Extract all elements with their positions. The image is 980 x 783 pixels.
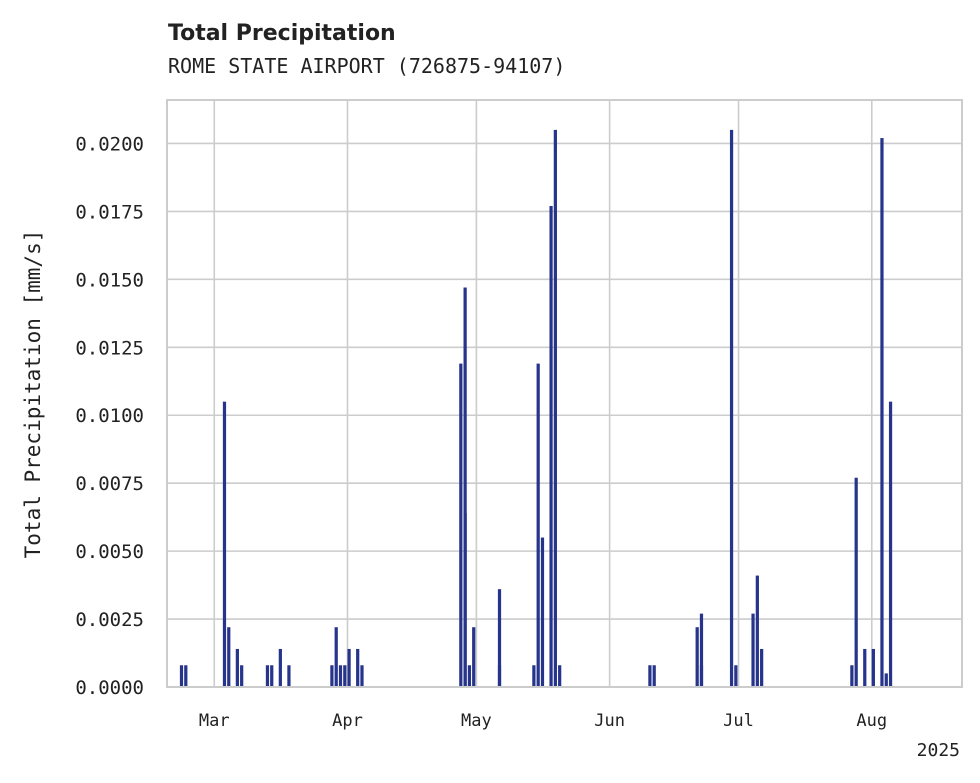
precip-bar	[729, 129, 734, 687]
x-tick-label: Apr	[332, 711, 363, 731]
precip-bar	[850, 665, 854, 687]
precip-bar	[695, 627, 699, 687]
y-tick-label: 0.0025	[75, 609, 144, 631]
chart-title: Total Precipitation	[168, 21, 396, 46]
precip-bar	[179, 665, 184, 687]
x-tick-label: Jun	[594, 711, 625, 731]
precip-bar	[699, 613, 704, 687]
precip-bar	[699, 665, 704, 687]
precip-bar	[532, 665, 536, 687]
precip-bar	[338, 665, 343, 687]
y-axis-ticks: 0.0000 0.0025 0.0050 0.0075 0.0100 0.0125 0.01…	[75, 133, 144, 699]
precip-bar	[553, 129, 557, 687]
precip-bar	[347, 648, 351, 687]
precip-bar	[222, 401, 227, 687]
precip-bar	[760, 648, 764, 687]
precip-bar	[854, 477, 858, 687]
precip-bar	[467, 665, 472, 687]
precip-bar	[356, 648, 360, 687]
precip-bar	[343, 665, 347, 687]
precip-bar	[549, 205, 553, 687]
precip-bar	[472, 627, 476, 687]
y-tick-label: 0.0100	[75, 405, 144, 427]
precip-bar	[536, 363, 540, 687]
y-tick-label: 0.0075	[75, 473, 144, 495]
precip-bar	[184, 665, 188, 687]
y-tick-label: 0.0175	[75, 201, 144, 223]
grid	[167, 100, 962, 688]
precip-bar	[227, 627, 231, 687]
precip-bar	[648, 665, 652, 687]
y-axis-label: Total Precipitation [mm/s]	[21, 230, 45, 559]
precip-bar	[540, 537, 545, 687]
precip-bar	[287, 665, 291, 687]
precip-bar	[330, 665, 334, 687]
precip-bar	[884, 673, 888, 687]
precip-bar	[558, 665, 562, 687]
plot-frame	[166, 99, 963, 688]
precip-bar	[334, 627, 338, 687]
precip-bar	[652, 665, 656, 687]
x-axis-ticks: Mar Apr May Jun Jul Aug	[199, 711, 887, 731]
y-tick-label: 0.0200	[75, 133, 144, 155]
x-axis-year-label: 2025	[917, 740, 960, 761]
y-tick-label: 0.0125	[75, 337, 144, 359]
x-tick-label: Mar	[199, 711, 230, 731]
precip-bar	[734, 665, 738, 687]
precip-bar	[755, 575, 759, 687]
bars	[179, 129, 893, 688]
precip-bar	[497, 589, 502, 687]
y-tick-label: 0.0050	[75, 541, 144, 563]
precip-bar	[265, 665, 270, 687]
x-tick-label: May	[461, 711, 492, 731]
precip-bar	[463, 513, 467, 687]
precip-bar	[240, 665, 244, 687]
precip-bar	[497, 665, 502, 687]
precip-bar	[459, 363, 463, 687]
y-tick-label: 0.0150	[75, 269, 144, 291]
precip-bar	[863, 648, 867, 687]
precip-bar	[880, 138, 884, 688]
precip-bar	[888, 401, 893, 687]
precip-bar	[463, 287, 467, 687]
precip-bar	[235, 648, 239, 687]
x-tick-label: Jul	[723, 711, 754, 731]
precip-bar	[871, 648, 875, 687]
precip-bar	[278, 648, 282, 687]
x-tick-label: Aug	[856, 711, 887, 731]
y-tick-label: 0.0000	[75, 677, 144, 699]
chart-subtitle: ROME STATE AIRPORT (726875-94107)	[168, 54, 565, 78]
precip-bar	[270, 665, 274, 687]
precip-bar	[360, 665, 364, 687]
precip-bar	[751, 613, 755, 687]
